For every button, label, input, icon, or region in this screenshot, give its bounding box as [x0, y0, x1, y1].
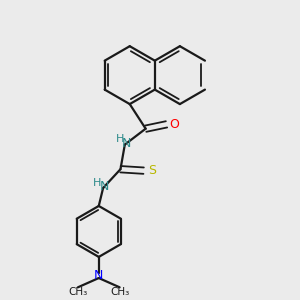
Text: H: H	[116, 134, 124, 144]
Text: N: N	[100, 180, 109, 193]
Text: N: N	[94, 269, 104, 282]
Text: H: H	[93, 178, 101, 188]
Text: S: S	[148, 164, 156, 177]
Text: CH₃: CH₃	[110, 287, 129, 297]
Text: CH₃: CH₃	[68, 287, 88, 297]
Text: N: N	[122, 137, 131, 150]
Text: O: O	[169, 118, 179, 131]
